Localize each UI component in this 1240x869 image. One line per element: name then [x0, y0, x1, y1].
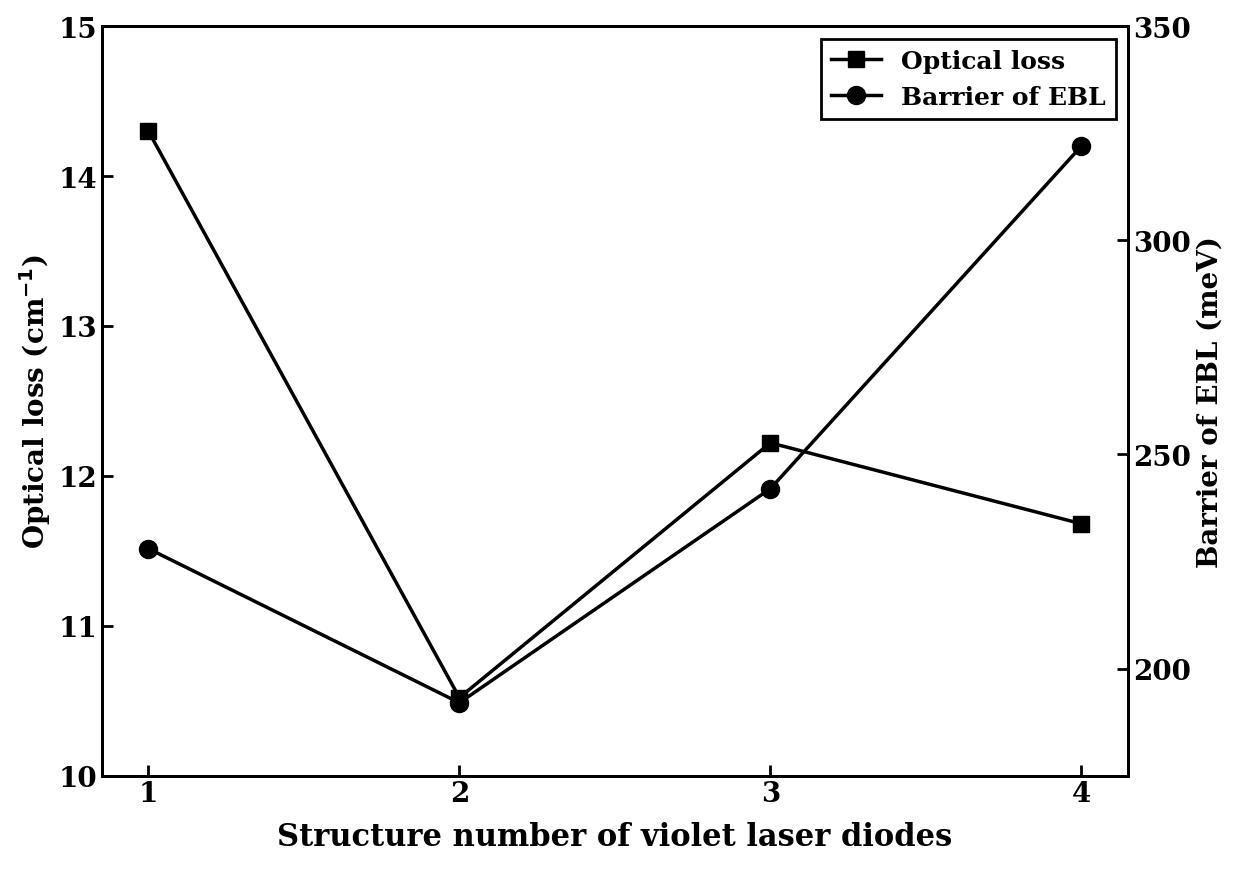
Barrier of EBL	[1074, 142, 1089, 152]
Line: Barrier of EBL: Barrier of EBL	[139, 138, 1090, 712]
Barrier of EBL	[141, 544, 156, 554]
Optical loss	[141, 127, 156, 137]
Barrier of EBL	[763, 484, 777, 494]
Y-axis label: Optical loss (cm$^{-1}$): Optical loss (cm$^{-1}$)	[16, 255, 52, 548]
Optical loss	[451, 693, 466, 703]
Optical loss	[1074, 519, 1089, 529]
X-axis label: Structure number of violet laser diodes: Structure number of violet laser diodes	[278, 821, 952, 852]
Y-axis label: Barrier of EBL (meV): Barrier of EBL (meV)	[1197, 235, 1224, 567]
Line: Optical loss: Optical loss	[141, 124, 1089, 706]
Barrier of EBL	[451, 698, 466, 708]
Legend: Optical loss, Barrier of EBL: Optical loss, Barrier of EBL	[821, 40, 1116, 120]
Optical loss	[763, 438, 777, 448]
